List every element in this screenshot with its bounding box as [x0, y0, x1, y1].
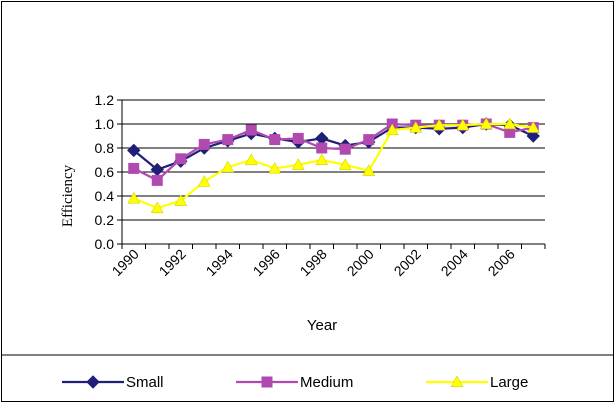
data-point-medium	[222, 134, 234, 146]
x-axis-title: Year	[307, 317, 337, 334]
data-point-large	[197, 175, 211, 187]
legend-label: Small	[126, 374, 164, 391]
data-point-large	[526, 121, 540, 133]
data-point-large	[268, 161, 282, 174]
data-point-medium	[292, 132, 304, 144]
data-point-medium	[269, 134, 281, 146]
data-point-small	[127, 143, 141, 158]
data-point-medium	[339, 143, 351, 155]
legend-marker-medium	[261, 376, 273, 388]
data-point-large	[174, 194, 188, 206]
legend-item-small: Small	[62, 374, 164, 391]
data-point-large	[315, 153, 329, 166]
axes	[121, 100, 546, 249]
y-tick-label: 1.0	[95, 116, 115, 132]
y-tick-label: 0.0	[95, 236, 115, 252]
data-point-large	[409, 121, 423, 133]
data-point-large	[150, 201, 164, 214]
data-point-large	[244, 153, 258, 166]
data-point-large	[221, 160, 235, 173]
y-tick-label: 1.2	[95, 92, 115, 108]
data-point-medium	[198, 138, 210, 150]
y-tick-labels: 0.0 0.2 0.4 0.6 0.8 1.0 1.2	[95, 92, 115, 252]
data-point-medium	[316, 142, 328, 154]
legend-item-large: Large	[426, 374, 528, 391]
y-tick-label: 0.2	[95, 212, 115, 228]
legend-label: Large	[490, 374, 528, 391]
data-point-medium	[363, 134, 375, 146]
data-point-medium	[245, 124, 257, 136]
y-tick-label: 0.8	[95, 140, 115, 156]
legend-label: Medium	[300, 374, 353, 391]
data-point-medium	[151, 174, 163, 186]
data-point-large	[127, 191, 141, 204]
data-point-medium	[128, 162, 140, 174]
series-large	[127, 117, 540, 214]
data-point-medium	[175, 153, 187, 165]
legend-marker-large	[450, 375, 464, 388]
series-group	[127, 117, 540, 214]
data-point-large	[291, 158, 305, 170]
data-point-large	[479, 117, 493, 130]
legend-marker-small	[86, 375, 100, 389]
y-axis-title: Efficiency	[60, 164, 76, 227]
y-tick-label: 0.4	[95, 188, 115, 204]
y-tick-label: 0.6	[95, 164, 115, 180]
data-point-large	[456, 118, 470, 131]
data-point-large	[338, 158, 352, 170]
legend: Small Medium Large	[62, 374, 528, 391]
legend-item-medium: Medium	[236, 374, 353, 391]
data-point-large	[432, 118, 446, 131]
data-point-large	[503, 117, 517, 130]
data-point-large	[362, 164, 376, 176]
data-point-large	[385, 123, 399, 136]
